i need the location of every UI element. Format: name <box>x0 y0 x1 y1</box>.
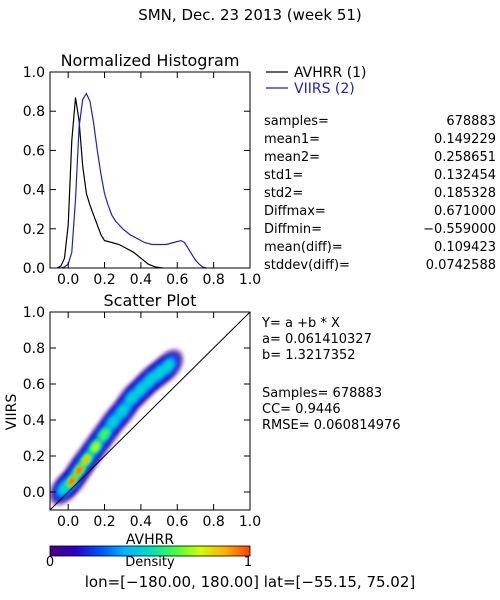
histogram-y-tick-label: 0.8 <box>23 104 45 120</box>
scatter-x-tick-label: 0.4 <box>130 514 152 530</box>
scatter-x-tick-label: 0.2 <box>93 514 115 530</box>
stat-value: 678883 <box>446 114 496 129</box>
stat-label: std1= <box>264 168 304 183</box>
histogram-y-tick-label: 0.4 <box>23 183 45 199</box>
viirs-histogram-line <box>60 92 207 269</box>
scatter-x-tick-label: 0.8 <box>203 514 225 530</box>
histogram-x-tick-label: 0.8 <box>203 272 225 288</box>
one-to-one-line <box>49 311 251 511</box>
avhrr-histogram-line <box>57 97 163 269</box>
density-core-layer-0 <box>99 428 110 441</box>
stat-row-samples: samples= 678883 <box>264 114 496 132</box>
histogram-frame <box>49 71 251 269</box>
stat-label: Diffmax= <box>264 204 326 219</box>
scatter-x-tick-label: 0.6 <box>166 514 188 530</box>
histogram-y-tick-label: 0.6 <box>23 143 45 159</box>
stat-label: mean1= <box>264 132 321 147</box>
histogram-x-tick-label: 0.4 <box>130 272 152 288</box>
stat-value: 0.0742588 <box>425 258 496 273</box>
regression-samples: Samples= 678883 <box>262 386 383 401</box>
stat-row-diffmin: Diffmin= −0.559000 <box>264 222 496 240</box>
scatter-y-axis-label: VIIRS <box>4 394 20 431</box>
stat-value: 0.132454 <box>433 168 496 183</box>
scatter-y-tick-label: 0.8 <box>23 341 45 357</box>
scatter-title: Scatter Plot <box>104 291 197 310</box>
histogram-x-tick-label: 1.0 <box>239 272 261 288</box>
colorbar-gradient <box>49 545 251 557</box>
stat-label: stddev(diff)= <box>264 258 350 273</box>
stat-row-diffmax: Diffmax= 0.671000 <box>264 204 496 222</box>
density-blob-layer-4 <box>126 392 137 405</box>
stat-row-std1: std1= 0.132454 <box>264 168 496 186</box>
page-title: SMN, Dec. 23 2013 (week 51) <box>138 6 362 24</box>
scatter-frame <box>49 311 251 511</box>
stat-label: samples= <box>264 114 329 129</box>
density-blob-layer-4 <box>117 405 128 417</box>
density-cloud <box>50 349 184 506</box>
stat-row-mean1: mean1= 0.149229 <box>264 132 496 150</box>
scatter-y-tick-label: 0.4 <box>23 413 45 429</box>
colorbar-label: Density <box>125 555 175 570</box>
footer-range: lon=[−180.00, 180.00] lat=[−55.15, 75.02… <box>84 573 416 591</box>
stat-value: −0.559000 <box>423 222 496 237</box>
stat-row-mean2: mean2= 0.258651 <box>264 150 496 168</box>
histogram-x-tick-label: 0.0 <box>57 272 79 288</box>
colorbar-min-label: 0 <box>46 555 54 570</box>
stat-label: mean2= <box>264 150 321 165</box>
density-core-layer-3 <box>68 477 75 485</box>
scatter-y-tick-label: 0.2 <box>23 449 45 465</box>
histogram-x-tick-label: 0.6 <box>166 272 188 288</box>
scatter-x-tick-label: 0.0 <box>57 514 79 530</box>
scatter-y-tick-label: 0.0 <box>23 485 45 501</box>
histogram-y-tick-label: 1.0 <box>23 65 45 81</box>
scatter-y-tick-label: 0.6 <box>23 377 45 393</box>
histogram-y-tick-label: 0.2 <box>23 222 45 238</box>
histogram-title: Normalized Histogram <box>61 51 240 70</box>
scatter-x-axis-label: AVHRR <box>126 532 175 548</box>
histogram-y-tick-label: 0.0 <box>23 261 45 277</box>
histogram-x-tick-label: 0.2 <box>93 272 115 288</box>
stat-value: 0.671000 <box>433 204 496 219</box>
density-core-layer-1 <box>91 442 100 452</box>
stat-value: 0.149229 <box>433 132 496 147</box>
legend-avhrr-label: AVHRR (1) <box>294 65 367 81</box>
stat-row-std2: std2= 0.185328 <box>264 186 496 204</box>
regression-cc: CC= 0.9446 <box>262 402 341 417</box>
density-blob-layer-4 <box>108 416 119 428</box>
density-core-layer-3 <box>76 466 83 474</box>
scatter-x-tick-label: 1.0 <box>239 514 261 530</box>
stat-value: 0.258651 <box>433 150 496 165</box>
density-blob-layer-4 <box>135 383 146 396</box>
colorbar-max-label: 1 <box>244 555 252 570</box>
regression-equation: Y= a +b * X <box>262 316 340 331</box>
regression-rmse: RMSE= 0.060814976 <box>262 418 401 433</box>
regression-b: b= 1.3217352 <box>262 348 356 363</box>
density-blob-layer-4 <box>163 360 174 372</box>
stat-value: 0.185328 <box>433 186 496 201</box>
legend-viirs-label: VIIRS (2) <box>294 81 355 97</box>
stat-row-stddev-diff: stddev(diff)= 0.0742588 <box>264 258 496 276</box>
stat-label: Diffmin= <box>264 222 322 237</box>
stat-label: std2= <box>264 186 304 201</box>
density-core-layer-2 <box>82 455 90 464</box>
scatter-y-tick-label: 1.0 <box>23 305 45 321</box>
stat-label: mean(diff)= <box>264 240 343 255</box>
stat-row-mean-diff: mean(diff)= 0.109423 <box>264 240 496 258</box>
regression-a: a= 0.061410327 <box>262 332 372 347</box>
stat-value: 0.109423 <box>433 240 496 255</box>
density-blob-layer-4 <box>154 367 165 379</box>
density-blob-layer-4 <box>144 374 156 387</box>
